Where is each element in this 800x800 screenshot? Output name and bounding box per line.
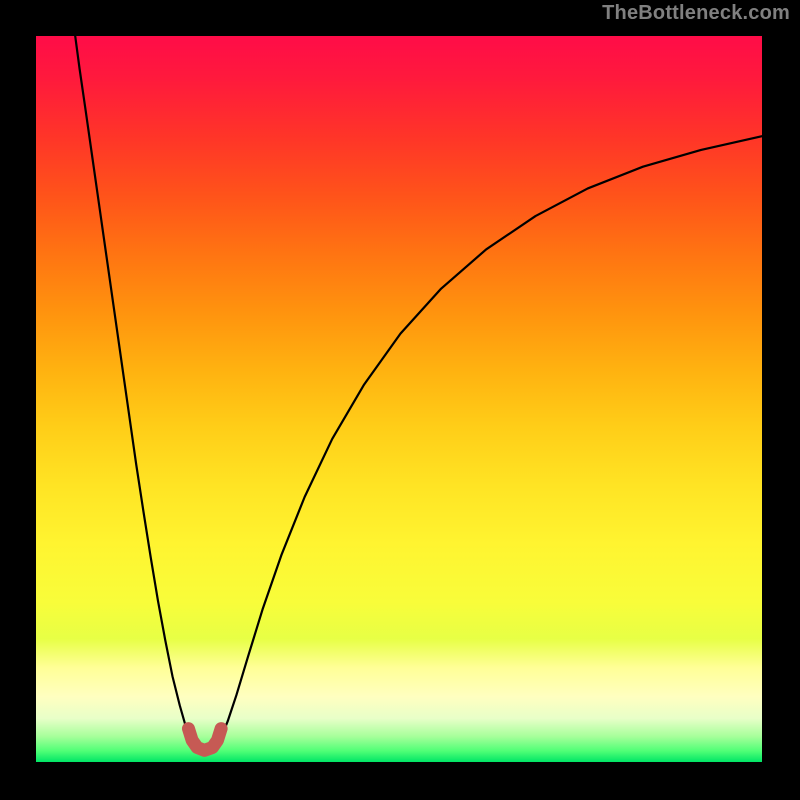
bottleneck-chart bbox=[0, 0, 800, 800]
watermark-text: TheBottleneck.com bbox=[602, 2, 790, 25]
chart-container: { "watermark": { "text": "TheBottleneck.… bbox=[0, 0, 800, 800]
plot-area bbox=[36, 36, 762, 762]
